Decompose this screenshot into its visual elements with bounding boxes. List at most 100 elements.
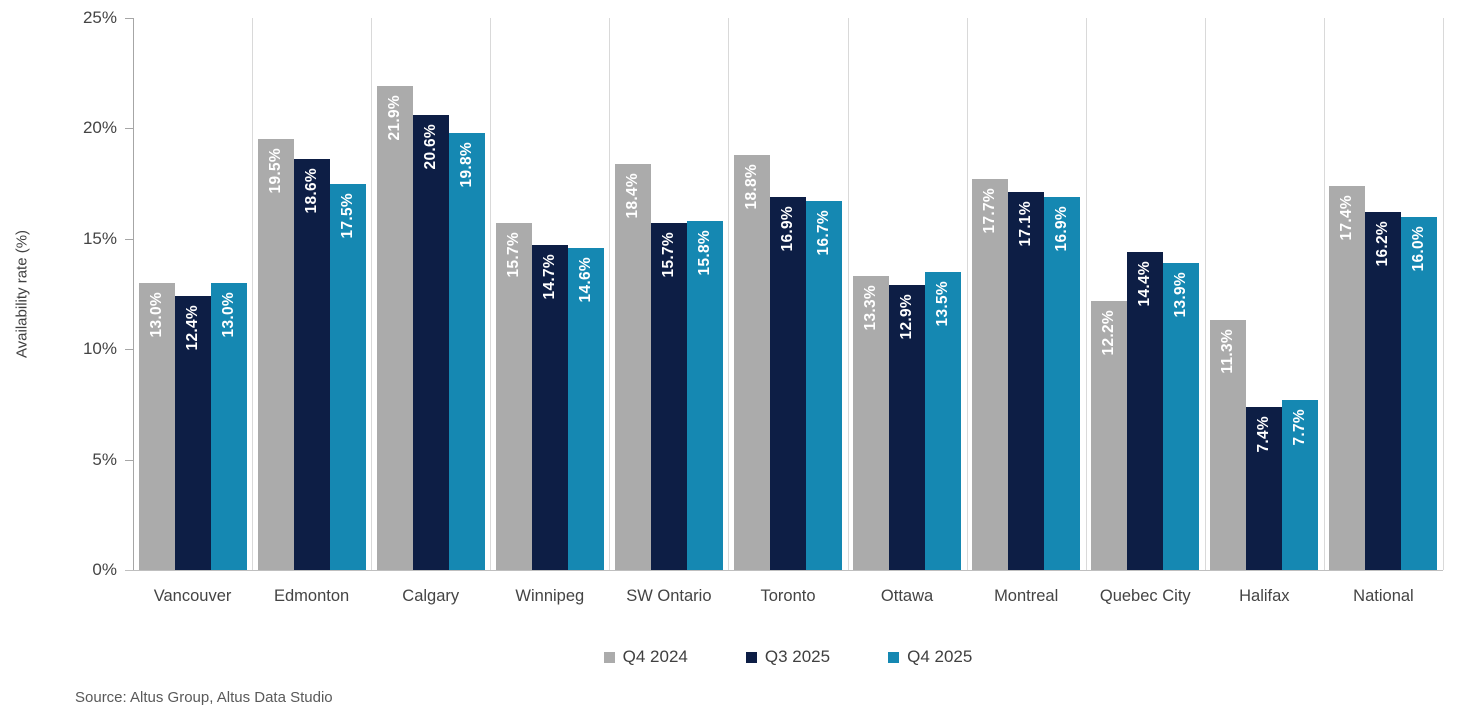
legend-label: Q4 2025 bbox=[907, 647, 973, 666]
legend: Q4 2024 Q3 2025 Q4 2025 bbox=[133, 647, 1443, 667]
legend-swatch bbox=[888, 651, 900, 663]
bar: 18.4% bbox=[614, 163, 651, 570]
bar-value-label: 11.3% bbox=[1219, 329, 1237, 375]
bar-value-label: 15.7% bbox=[659, 232, 677, 278]
bar-value-label: 18.4% bbox=[623, 172, 641, 219]
bar: 7.7% bbox=[1282, 399, 1319, 570]
bar-value-label: 16.9% bbox=[1053, 205, 1071, 252]
bar-value-label: 15.7% bbox=[504, 232, 522, 278]
bar: 14.6% bbox=[567, 247, 604, 570]
bar-value-label: 7.4% bbox=[1255, 415, 1273, 453]
y-axis-tick-mark bbox=[125, 238, 133, 240]
bar-value-label: 21.9% bbox=[385, 95, 403, 141]
x-category-label: Quebec City bbox=[1099, 587, 1191, 605]
x-category-label: Vancouver bbox=[153, 587, 232, 605]
bar: 17.1% bbox=[1008, 192, 1045, 570]
bar: 15.7% bbox=[495, 223, 532, 570]
legend-swatch bbox=[745, 651, 757, 663]
bar-value-label: 14.6% bbox=[576, 256, 594, 303]
bar-value-label: 13.3% bbox=[862, 285, 880, 331]
group-separator-line bbox=[1085, 18, 1087, 570]
group-separator-line bbox=[252, 18, 254, 570]
bar: 14.4% bbox=[1127, 252, 1164, 570]
legend-item: Q3 2025 bbox=[745, 647, 831, 667]
bar-value-label: 16.0% bbox=[1410, 225, 1428, 272]
bar-value-label: 17.7% bbox=[981, 188, 999, 234]
group-separator-line bbox=[1443, 18, 1444, 570]
bar: 21.9% bbox=[376, 86, 413, 570]
source-note: Source: Altus Group, Altus Data Studio bbox=[75, 689, 333, 706]
bar-value-label: 19.5% bbox=[266, 148, 284, 194]
bar-value-label: 12.9% bbox=[898, 294, 916, 340]
group-separator-line bbox=[1204, 18, 1206, 570]
bar: 16.9% bbox=[1044, 196, 1081, 570]
group-separator-line bbox=[847, 18, 849, 570]
x-category-label: Halifax bbox=[1239, 587, 1290, 605]
bar-value-label: 16.7% bbox=[815, 210, 832, 256]
bar: 19.8% bbox=[448, 132, 485, 570]
y-axis-tick-label: 0% bbox=[92, 560, 117, 579]
bar-value-label: 18.6% bbox=[302, 168, 320, 214]
group-separator-line bbox=[490, 18, 492, 570]
bar: 11.3% bbox=[1210, 320, 1247, 570]
bar: 14.7% bbox=[531, 245, 568, 570]
bar: 13.5% bbox=[925, 271, 962, 570]
bar: 17.7% bbox=[972, 179, 1009, 570]
bar: 20.6% bbox=[412, 115, 449, 570]
bar-value-label: 14.4% bbox=[1136, 261, 1154, 307]
x-category-label: Calgary bbox=[402, 587, 460, 605]
group-separator-line bbox=[609, 18, 611, 570]
bar-value-label: 16.9% bbox=[779, 205, 796, 252]
bar: 18.6% bbox=[293, 159, 330, 570]
legend-label: Q3 2025 bbox=[764, 647, 831, 666]
bar: 18.8% bbox=[734, 154, 770, 570]
bar-value-label: 7.7% bbox=[1291, 408, 1309, 446]
x-category-label: Edmonton bbox=[274, 587, 350, 605]
bar-value-label: 17.5% bbox=[338, 192, 356, 239]
group-separator-line bbox=[371, 18, 373, 570]
bar-value-label: 13.0% bbox=[219, 291, 237, 338]
x-category-label: Ottawa bbox=[880, 587, 934, 605]
bar: 17.4% bbox=[1329, 185, 1366, 570]
y-axis-tick-mark bbox=[125, 128, 133, 130]
x-category-label: Montreal bbox=[994, 587, 1059, 605]
bar: 12.2% bbox=[1091, 300, 1128, 570]
y-axis-line bbox=[133, 18, 134, 570]
x-axis-baseline bbox=[125, 570, 1443, 571]
bar: 7.4% bbox=[1246, 406, 1283, 570]
legend-label: Q4 2024 bbox=[622, 647, 688, 666]
group-separator-line bbox=[728, 18, 730, 570]
bar-value-label: 17.4% bbox=[1338, 194, 1356, 241]
bar-value-label: 13.9% bbox=[1172, 272, 1190, 318]
y-axis-tick-label: 10% bbox=[82, 339, 117, 359]
bar: 15.7% bbox=[650, 223, 687, 570]
y-axis-tick-label: 15% bbox=[82, 228, 117, 248]
x-category-label: National bbox=[1353, 587, 1414, 605]
bar-value-label: 12.4% bbox=[183, 305, 201, 351]
bar-value-label: 20.6% bbox=[421, 124, 439, 170]
bar: 19.5% bbox=[257, 139, 294, 570]
x-category-label: Winnipeg bbox=[515, 587, 585, 605]
bar-value-label: 18.8% bbox=[743, 163, 760, 210]
bar: 12.9% bbox=[889, 285, 926, 570]
legend-swatch bbox=[603, 651, 615, 663]
bar-value-label: 17.1% bbox=[1017, 201, 1035, 247]
bar: 16.0% bbox=[1401, 216, 1438, 570]
group-separator-line bbox=[1323, 18, 1325, 570]
y-axis-tick-label: 20% bbox=[82, 118, 117, 138]
y-axis-tick-label: 25% bbox=[82, 8, 117, 27]
bar: 17.5% bbox=[329, 183, 366, 570]
bar-value-label: 13.5% bbox=[934, 280, 952, 327]
y-axis-tick-mark bbox=[125, 18, 133, 19]
bar: 16.7% bbox=[806, 201, 842, 570]
bar: 13.0% bbox=[210, 282, 247, 570]
x-category-label: Toronto bbox=[760, 587, 816, 605]
bar-value-label: 12.2% bbox=[1100, 309, 1118, 356]
legend-item: Q4 2024 bbox=[603, 647, 688, 667]
bar: 15.8% bbox=[686, 221, 723, 570]
bar: 13.0% bbox=[138, 282, 175, 570]
bar-value-label: 13.0% bbox=[147, 291, 165, 338]
bar-value-label: 15.8% bbox=[695, 230, 713, 276]
